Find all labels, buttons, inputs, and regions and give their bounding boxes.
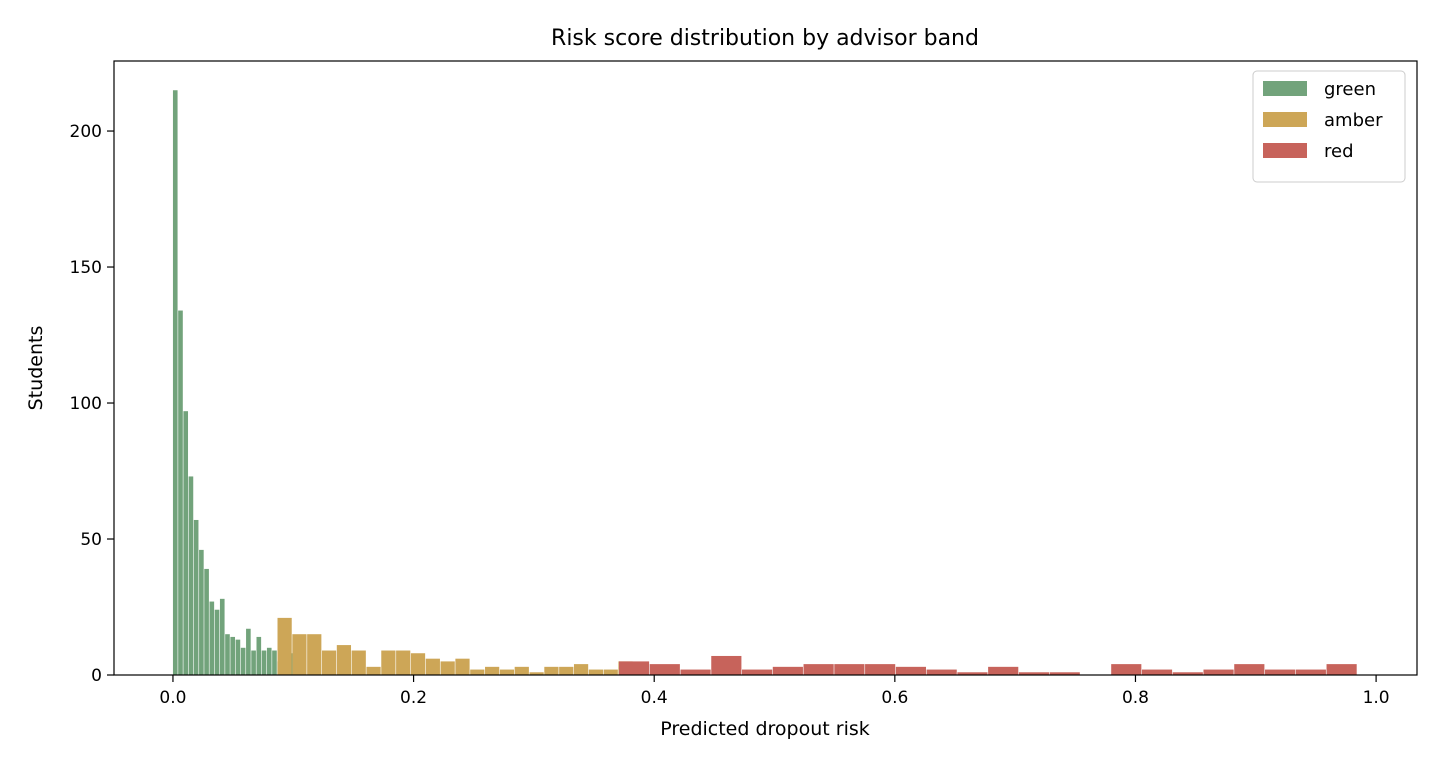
- amber-bar: [499, 669, 515, 675]
- amber-bar: [573, 664, 589, 675]
- legend-swatch-green: [1263, 81, 1307, 96]
- legend-label-green: green: [1324, 79, 1376, 100]
- y-tick-label: 200: [70, 122, 102, 142]
- legend-swatch-amber: [1263, 112, 1307, 127]
- x-tick-label: 0.2: [400, 688, 427, 708]
- amber-bar: [425, 658, 440, 675]
- amber-bar: [351, 650, 366, 675]
- amber-bar: [321, 650, 337, 675]
- amber-bar: [603, 669, 618, 675]
- red-bar: [680, 669, 711, 675]
- red-bar: [895, 666, 926, 675]
- green-bar: [251, 650, 256, 675]
- red-bar: [803, 664, 834, 675]
- green-bar: [178, 310, 183, 675]
- green-bar: [266, 647, 272, 675]
- legend: green amber red: [1252, 70, 1406, 183]
- y-tick-label: 100: [70, 394, 102, 414]
- green-bar: [272, 650, 277, 675]
- legend-label-amber: amber: [1324, 110, 1383, 131]
- red-bar: [1172, 672, 1203, 675]
- amber-bar: [440, 661, 455, 675]
- legend-swatch-red: [1263, 143, 1307, 158]
- amber-bar: [292, 634, 307, 675]
- x-axis-label: Predicted dropout risk: [660, 718, 870, 740]
- green-bar: [256, 636, 262, 675]
- amber-bar: [307, 634, 322, 675]
- y-tick-label: 150: [70, 258, 102, 278]
- red-bar: [649, 664, 680, 675]
- green-bar: [188, 476, 194, 675]
- red-bar: [957, 672, 988, 675]
- red-bar: [1141, 669, 1173, 675]
- red-bar: [618, 661, 650, 675]
- x-tick-label: 1.0: [1363, 688, 1390, 708]
- legend-label-red: red: [1324, 141, 1354, 162]
- y-axis-label: Students: [25, 326, 47, 411]
- red-bar: [742, 669, 773, 675]
- x-tick-label: 0.0: [159, 688, 186, 708]
- green-bar: [183, 411, 189, 675]
- amber-bar: [470, 669, 485, 675]
- amber-bar: [544, 666, 559, 675]
- red-bar: [834, 664, 865, 675]
- amber-bar: [410, 653, 426, 675]
- green-bar: [261, 650, 267, 675]
- red-bar: [988, 666, 1019, 675]
- amber-bar: [366, 666, 381, 675]
- red-bar: [1326, 664, 1357, 675]
- red-bar: [1295, 669, 1326, 675]
- amber-bar: [529, 672, 544, 675]
- green-bar: [193, 519, 199, 675]
- red-bar: [1111, 664, 1142, 675]
- x-tick-label: 0.6: [881, 688, 908, 708]
- x-tick-label: 0.4: [641, 688, 668, 708]
- green-bar: [240, 647, 246, 675]
- red-bar: [1265, 669, 1296, 675]
- amber-bar: [396, 650, 411, 675]
- y-tick-label: 0: [91, 666, 102, 686]
- green-bar: [246, 628, 251, 675]
- red-bar: [865, 664, 896, 675]
- green-bar: [219, 598, 225, 675]
- red-bar: [711, 655, 742, 675]
- amber-bar: [455, 658, 470, 675]
- chart-title: Risk score distribution by advisor band: [551, 26, 979, 51]
- red-bar: [1203, 669, 1234, 675]
- green-bar: [199, 549, 204, 675]
- amber-bar: [588, 669, 603, 675]
- y-tick-label: 50: [80, 530, 102, 550]
- green-bar: [214, 609, 220, 675]
- plot-frame: [113, 60, 1418, 676]
- amber-bar: [514, 666, 529, 675]
- green-bar: [235, 639, 241, 675]
- red-bar: [1049, 672, 1080, 675]
- amber-bar: [559, 666, 574, 675]
- red-bar: [772, 666, 803, 675]
- bars-layer: [172, 90, 1357, 676]
- amber-bar: [336, 645, 352, 675]
- green-bar: [172, 90, 178, 676]
- green-bar: [230, 636, 236, 675]
- red-bar: [1234, 664, 1265, 675]
- red-bar: [926, 669, 957, 675]
- amber-bar: [485, 666, 500, 675]
- amber-bar: [277, 617, 292, 675]
- green-bar: [204, 568, 209, 675]
- amber-bar: [381, 650, 396, 675]
- x-tick-label: 0.8: [1122, 688, 1149, 708]
- green-bar: [209, 601, 215, 675]
- red-bar: [1018, 672, 1050, 675]
- axes-layer: 0.0 0.2 0.4 0.6 0.8 1.0 0 50 100 150 200: [70, 122, 1390, 708]
- green-bar: [225, 634, 230, 675]
